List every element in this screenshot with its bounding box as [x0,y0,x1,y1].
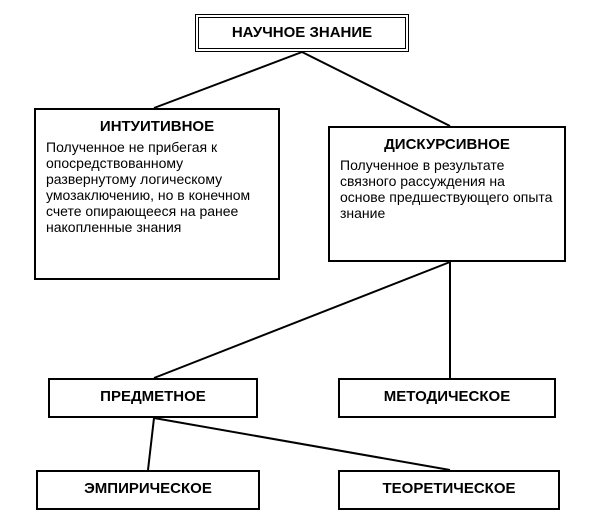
node-discursive: ДИСКУРСИВНОЕ Полученное в результате свя… [328,126,566,262]
edge [154,52,302,108]
node-theoretical-label: ТЕОРЕТИЧЕСКОЕ [350,480,548,497]
node-root: НАУЧНОЕ ЗНАНИЕ [195,14,409,52]
node-discursive-body: Полученное в результате связного рассужд… [340,157,554,221]
node-theoretical: ТЕОРЕТИЧЕСКОЕ [338,470,560,510]
node-intuitive-title: ИНТУИТИВНОЕ [46,118,268,135]
edge [302,52,450,126]
node-intuitive-body: Полученное не прибегая к опосредствованн… [46,139,268,235]
edge [148,418,154,470]
edge [154,418,450,470]
node-intuitive: ИНТУИТИВНОЕ Полученное не прибегая к опо… [34,108,280,280]
node-empirical-label: ЭМПИРИЧЕСКОЕ [48,480,248,497]
node-objective-label: ПРЕДМЕТНОЕ [60,388,246,405]
node-methodical-label: МЕТОДИЧЕСКОЕ [350,388,544,405]
node-discursive-title: ДИСКУРСИВНОЕ [340,136,554,153]
node-methodical: МЕТОДИЧЕСКОЕ [338,378,556,418]
node-empirical: ЭМПИРИЧЕСКОЕ [36,470,260,510]
node-objective: ПРЕДМЕТНОЕ [48,378,258,418]
